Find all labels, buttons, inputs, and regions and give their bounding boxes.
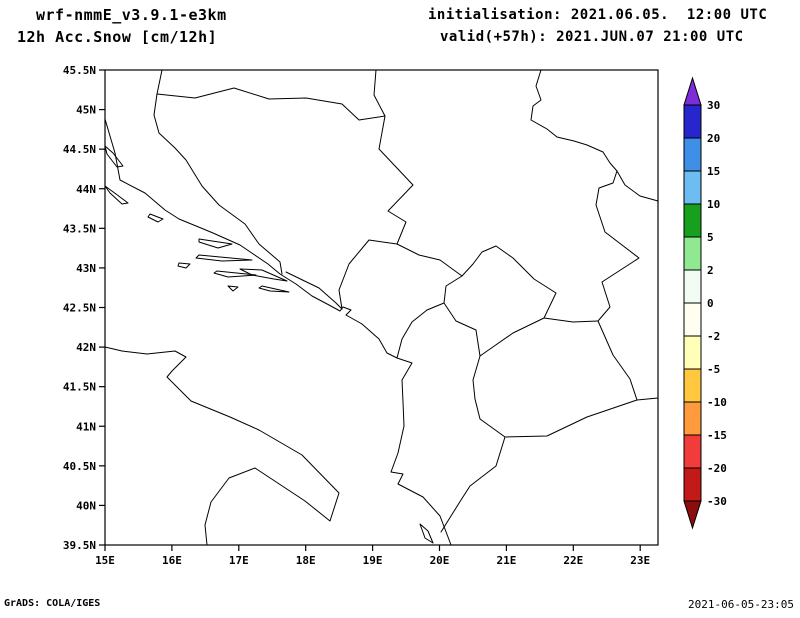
colorbar-segment — [683, 137, 702, 172]
border-path — [616, 170, 659, 202]
lon-tick-label: 20E — [430, 554, 450, 567]
colorbar-segment — [683, 104, 702, 139]
lat-tick-label: 40N — [76, 499, 96, 512]
colorbar-segment — [683, 302, 702, 337]
lat-tick-label: 42.5N — [63, 302, 96, 315]
colorbar-segment — [683, 203, 702, 238]
lon-tick-label: 23E — [630, 554, 650, 567]
border-path — [597, 320, 638, 401]
island-path — [104, 185, 129, 205]
lat-tick-label: 44.5N — [63, 143, 96, 156]
lat-tick-label: 43N — [76, 262, 96, 275]
colorbar-arrow-down-icon — [683, 500, 702, 530]
border-path — [153, 93, 283, 275]
colorbar-label: 15 — [707, 165, 720, 178]
colorbar-segment — [683, 434, 702, 469]
lat-tick-label: 42N — [76, 341, 96, 354]
lat-tick-label: 41N — [76, 420, 96, 433]
border-path — [440, 436, 506, 533]
colorbar-segment — [683, 401, 702, 436]
colorbar-segment — [683, 170, 702, 205]
colorbar-segment — [683, 335, 702, 370]
border-paths — [153, 69, 659, 533]
colorbar-label: -15 — [707, 429, 727, 442]
border-path — [285, 271, 343, 310]
border-path — [156, 69, 163, 95]
border-path — [472, 355, 506, 438]
lat-tick-label: 41.5N — [63, 381, 96, 394]
lon-tick-label: 17E — [229, 554, 249, 567]
lon-tick-label: 15E — [95, 554, 115, 567]
coastline-paths — [104, 118, 452, 546]
colorbar-segment — [683, 467, 702, 502]
border-path — [543, 317, 599, 323]
border-path — [396, 243, 463, 277]
colorbar-label: 10 — [707, 198, 720, 211]
colorbar-label: -5 — [707, 363, 720, 376]
island-path — [198, 238, 233, 249]
colorbar-arrow-up-icon — [683, 76, 702, 106]
island-path — [213, 270, 257, 278]
island-paths — [104, 145, 434, 544]
border-path — [443, 245, 557, 357]
island-path — [104, 145, 124, 168]
colorbar-label: 2 — [707, 264, 714, 277]
island-path — [177, 262, 191, 269]
lat-tick-label: 40.5N — [63, 460, 96, 473]
border-path — [530, 69, 618, 172]
island-path — [258, 285, 290, 293]
colorbar-label: 0 — [707, 297, 714, 310]
lat-tick-label: 39.5N — [63, 539, 96, 552]
lon-tick-label: 16E — [162, 554, 182, 567]
product-title: 12h Acc.Snow [cm/12h] — [17, 28, 218, 46]
colorbar-label: -2 — [707, 330, 720, 343]
island-path — [147, 213, 164, 223]
colorbar-segment — [683, 236, 702, 271]
lon-tick-label: 22E — [563, 554, 583, 567]
border-path — [396, 302, 445, 359]
creation-timestamp: 2021-06-05-23:05 — [688, 598, 794, 611]
border-path — [373, 69, 386, 117]
lon-tick-label: 18E — [296, 554, 316, 567]
colorbar-segment — [683, 368, 702, 403]
coastline-path — [104, 118, 452, 546]
island-path — [195, 254, 253, 262]
colorbar-label: -20 — [707, 462, 727, 475]
lat-tick-label: 45.5N — [63, 64, 96, 77]
lon-tick-label: 21E — [496, 554, 516, 567]
valid-time: valid(+57h): 2021.JUN.07 21:00 UTC — [440, 29, 744, 45]
colorbar-label: 5 — [707, 231, 714, 244]
lat-tick-label: 44N — [76, 183, 96, 196]
border-path — [156, 87, 386, 121]
model-title: wrf-nmmE_v3.9.1-e3km — [36, 6, 227, 24]
colorbar-label: -30 — [707, 495, 727, 508]
colorbar-label: 30 — [707, 99, 720, 112]
island-path — [227, 285, 239, 292]
colorbar-segment — [683, 269, 702, 304]
lat-tick-label: 43.5N — [63, 222, 96, 235]
border-path — [504, 397, 659, 438]
border-path — [595, 170, 640, 322]
island-path — [419, 523, 434, 544]
border-path — [338, 239, 398, 310]
colorbar-label: 20 — [707, 132, 720, 145]
grads-credit: GrADS: COLA/IGES — [4, 598, 101, 609]
lat-tick-label: 45N — [76, 104, 96, 117]
border-path — [378, 115, 414, 245]
lon-tick-label: 19E — [363, 554, 383, 567]
map-frame — [104, 69, 659, 546]
colorbar-label: -10 — [707, 396, 727, 409]
init-time: initialisation: 2021.06.05. 12:00 UTC — [428, 7, 768, 23]
coastline-path — [104, 346, 340, 546]
lon-axis: 15E 16E 17E 18E 19E 20E 21E 22E 23E — [95, 545, 650, 567]
island-path — [239, 268, 288, 282]
lat-axis: 45.5N 45N 44.5N 44N 43.5N 43N 42.5N 42N 41.5N 41N… — [63, 64, 105, 552]
